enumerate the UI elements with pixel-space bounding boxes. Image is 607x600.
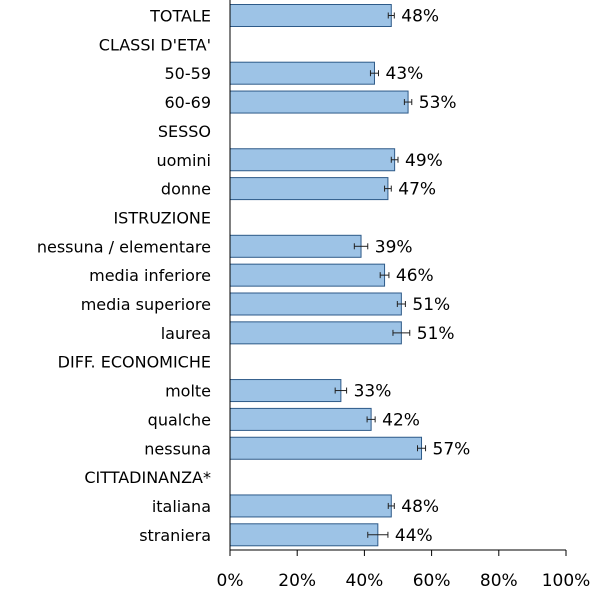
- category-label: qualche: [148, 410, 211, 429]
- bar: [229, 379, 342, 403]
- bar: [229, 234, 362, 258]
- value-label: 44%: [395, 526, 433, 546]
- value-label: 43%: [386, 64, 424, 84]
- bar: [229, 523, 379, 547]
- error-bar: [387, 12, 395, 19]
- category-label: 50-59: [165, 64, 212, 83]
- x-axis: 0% 20% 40% 60% 80% 100%: [217, 0, 591, 591]
- value-label: 39%: [375, 237, 413, 257]
- bar: [229, 494, 392, 518]
- error-bar: [367, 531, 389, 538]
- value-label: 49%: [405, 151, 443, 171]
- category-label: nessuna: [144, 439, 211, 458]
- category-label: media inferiore: [89, 266, 211, 285]
- category-label: media superiore: [81, 295, 211, 314]
- bar: [229, 90, 409, 114]
- bar: [229, 292, 402, 316]
- category-label: molte: [165, 382, 211, 401]
- bar: [229, 4, 392, 27]
- error-bar: [387, 502, 395, 509]
- bar: [229, 321, 402, 345]
- error-bar: [396, 301, 406, 307]
- group-header-label: DIFF. ECONOMICHE: [58, 353, 211, 372]
- category-label: 60-69: [165, 93, 212, 112]
- x-tick-label: 0%: [217, 571, 244, 591]
- error-bar: [403, 99, 413, 106]
- group-header-label: CITTADINANZA*: [84, 468, 211, 487]
- error-bar: [334, 387, 348, 394]
- error-bar: [353, 243, 369, 250]
- category-label: laurea: [161, 324, 211, 343]
- group-header-label: SESSO: [158, 122, 211, 141]
- category-label: italiana: [152, 497, 211, 516]
- value-label: 51%: [417, 324, 455, 344]
- value-label: 48%: [401, 7, 439, 27]
- x-tick-label: 80%: [480, 571, 518, 591]
- category-label: donne: [161, 180, 211, 199]
- x-tick-label: 20%: [278, 571, 316, 591]
- bar: [229, 148, 396, 172]
- bar: [229, 407, 372, 431]
- category-label: nessuna / elementare: [37, 237, 211, 256]
- category-label: straniera: [139, 526, 211, 545]
- x-tick-label: 40%: [346, 571, 384, 591]
- category-label: uomini: [156, 151, 211, 170]
- error-bar: [379, 272, 390, 279]
- x-tick-label: 100%: [542, 571, 591, 591]
- error-bar: [384, 185, 392, 192]
- value-label: 53%: [419, 93, 457, 113]
- bars-layer: TOTALE 48% CLASSI D'ETA' 50-59 43% 60-69 53% SE…: [37, 4, 471, 547]
- error-bar: [366, 416, 376, 423]
- value-label: 48%: [401, 497, 439, 517]
- value-label: 42%: [382, 410, 420, 430]
- group-header-label: ISTRUZIONE: [113, 208, 211, 227]
- category-label: TOTALE: [149, 7, 211, 26]
- error-bar: [416, 445, 427, 452]
- error-bar: [369, 70, 380, 77]
- bar: [229, 177, 389, 201]
- value-label: 33%: [354, 382, 392, 402]
- value-label: 46%: [396, 266, 434, 286]
- value-label: 57%: [433, 439, 471, 459]
- error-bar: [392, 329, 411, 336]
- bar: [229, 436, 423, 460]
- x-tick-label: 60%: [413, 571, 451, 591]
- value-label: 47%: [398, 180, 436, 200]
- bar: [229, 263, 386, 287]
- group-header-label: CLASSI D'ETA': [99, 35, 211, 54]
- bar: [229, 61, 375, 85]
- error-bar: [390, 156, 399, 163]
- value-label: 51%: [412, 295, 450, 315]
